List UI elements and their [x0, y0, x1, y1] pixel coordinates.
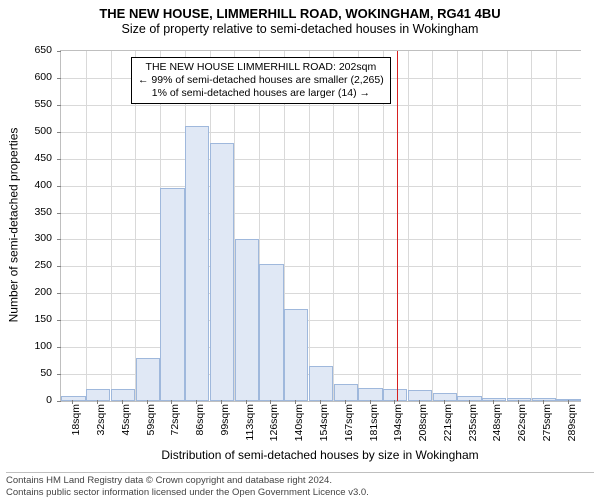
y-tick-mark: [57, 347, 61, 348]
y-tick-mark: [57, 374, 61, 375]
gridline-h: [61, 132, 581, 133]
annotation-line-2: ← 99% of semi-detached houses are smalle…: [138, 74, 384, 87]
chart-root: THE NEW HOUSE, LIMMERHILL ROAD, WOKINGHA…: [0, 0, 600, 500]
plot-area: THE NEW HOUSE LIMMERHILL ROAD: 202sqm ← …: [60, 50, 581, 402]
annotation-line-1: THE NEW HOUSE LIMMERHILL ROAD: 202sqm: [138, 61, 384, 74]
histogram-bar: [136, 358, 160, 401]
x-tick-label: 154sqm: [318, 404, 330, 441]
gridline-v: [482, 51, 483, 401]
footer-line-1: Contains HM Land Registry data © Crown c…: [6, 475, 594, 486]
y-axis-ticks: 050100150200250300350400450500550600650: [0, 50, 56, 400]
y-tick-label: 650: [34, 44, 52, 56]
gridline-v: [408, 51, 409, 401]
x-tick-label: 72sqm: [169, 404, 181, 436]
x-tick-label: 235sqm: [467, 404, 479, 441]
histogram-bar: [358, 388, 382, 401]
x-tick-label: 113sqm: [244, 404, 256, 441]
y-tick-mark: [57, 105, 61, 106]
histogram-bar: [210, 143, 234, 401]
x-tick-label: 181sqm: [368, 404, 380, 441]
y-tick-label: 400: [34, 179, 52, 191]
y-tick-mark: [57, 132, 61, 133]
title-block: THE NEW HOUSE, LIMMERHILL ROAD, WOKINGHA…: [0, 0, 600, 38]
gridline-v: [507, 51, 508, 401]
gridline-h: [61, 105, 581, 106]
gridline-v: [457, 51, 458, 401]
gridline-v: [556, 51, 557, 401]
histogram-bar: [334, 384, 358, 401]
gridline-h: [61, 186, 581, 187]
histogram-bar: [284, 309, 308, 401]
gridline-v: [111, 51, 112, 401]
y-tick-mark: [57, 159, 61, 160]
gridline-v: [432, 51, 433, 401]
y-tick-mark: [57, 239, 61, 240]
footer-attribution: Contains HM Land Registry data © Crown c…: [6, 472, 594, 498]
gridline-h: [61, 320, 581, 321]
gridline-h: [61, 347, 581, 348]
x-tick-label: 289sqm: [566, 404, 578, 441]
y-tick-label: 150: [34, 313, 52, 325]
x-tick-label: 194sqm: [392, 404, 404, 441]
y-tick-label: 0: [46, 394, 52, 406]
x-tick-label: 45sqm: [120, 404, 132, 436]
footer-line-2: Contains public sector information licen…: [6, 487, 594, 498]
x-tick-label: 86sqm: [194, 404, 206, 436]
x-tick-label: 99sqm: [219, 404, 231, 436]
y-tick-label: 350: [34, 206, 52, 218]
y-tick-label: 600: [34, 71, 52, 83]
y-tick-mark: [57, 213, 61, 214]
histogram-bar: [259, 264, 283, 401]
histogram-bar: [185, 126, 209, 401]
y-tick-label: 50: [40, 367, 52, 379]
x-tick-label: 262sqm: [516, 404, 528, 441]
y-tick-mark: [57, 186, 61, 187]
y-tick-label: 100: [34, 340, 52, 352]
x-axis-ticks: 18sqm 32sqm 45sqm 59sqm 72sqm 86sqm 99sqm 113sq…: [60, 400, 580, 445]
gridline-h: [61, 293, 581, 294]
y-tick-mark: [57, 293, 61, 294]
y-tick-label: 300: [34, 232, 52, 244]
annotation-box: THE NEW HOUSE LIMMERHILL ROAD: 202sqm ← …: [131, 57, 391, 104]
gridline-h: [61, 239, 581, 240]
gridline-v: [86, 51, 87, 401]
x-tick-label: 59sqm: [145, 404, 157, 436]
y-tick-mark: [57, 51, 61, 52]
x-tick-label: 275sqm: [541, 404, 553, 441]
y-tick-mark: [57, 78, 61, 79]
histogram-bar: [235, 239, 259, 401]
x-tick-label: 18sqm: [70, 404, 82, 436]
annotation-line-3: 1% of semi-detached houses are larger (1…: [138, 87, 384, 100]
y-tick-label: 450: [34, 152, 52, 164]
x-axis-label: Distribution of semi-detached houses by …: [60, 448, 580, 462]
x-tick-label: 32sqm: [95, 404, 107, 436]
gridline-h: [61, 266, 581, 267]
chart-title: THE NEW HOUSE, LIMMERHILL ROAD, WOKINGHA…: [0, 6, 600, 22]
y-tick-label: 500: [34, 125, 52, 137]
histogram-bar: [160, 188, 184, 401]
gridline-v: [531, 51, 532, 401]
y-tick-mark: [57, 266, 61, 267]
x-tick-label: 167sqm: [343, 404, 355, 441]
histogram-bar: [309, 366, 333, 401]
x-tick-label: 248sqm: [491, 404, 503, 441]
x-tick-label: 221sqm: [442, 404, 454, 441]
gridline-h: [61, 213, 581, 214]
y-tick-label: 200: [34, 286, 52, 298]
x-tick-label: 140sqm: [293, 404, 305, 441]
chart-subtitle: Size of property relative to semi-detach…: [0, 22, 600, 38]
y-tick-label: 550: [34, 98, 52, 110]
x-tick-label: 208sqm: [417, 404, 429, 441]
y-tick-label: 250: [34, 259, 52, 271]
gridline-h: [61, 159, 581, 160]
y-tick-mark: [57, 320, 61, 321]
x-tick-label: 126sqm: [268, 404, 280, 441]
marker-line: [397, 51, 398, 401]
